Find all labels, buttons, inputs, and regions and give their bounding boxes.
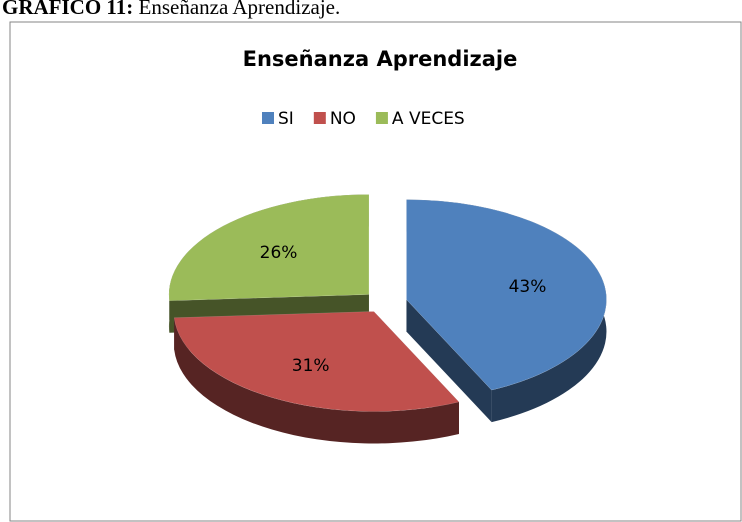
legend-label: A VECES [392,109,465,129]
chart-frame [9,21,742,522]
data-label: 43% [509,277,547,297]
data-label: 31% [292,356,330,376]
data-label: 26% [260,243,298,263]
slice [173,311,460,412]
figure-label: GRAFICO 11: [2,0,133,19]
legend-label: SI [278,109,294,129]
legend-swatch [262,112,274,124]
slice-group: 43% [406,199,607,423]
legend-swatch [375,112,388,124]
slice [406,199,607,391]
slice [168,194,370,302]
legend-label: NO [330,109,356,129]
figure-caption-text: Enseñanza Aprendizaje. [139,0,341,19]
figure-caption: GRAFICO 11: Enseñanza Aprendizaje. [2,0,340,19]
slice-side [174,317,459,444]
slice-group: 31% [173,311,460,444]
slice-wall [406,299,492,423]
legend-swatch [313,112,326,124]
chart-title: Enseñanza Aprendizaje [243,47,518,71]
